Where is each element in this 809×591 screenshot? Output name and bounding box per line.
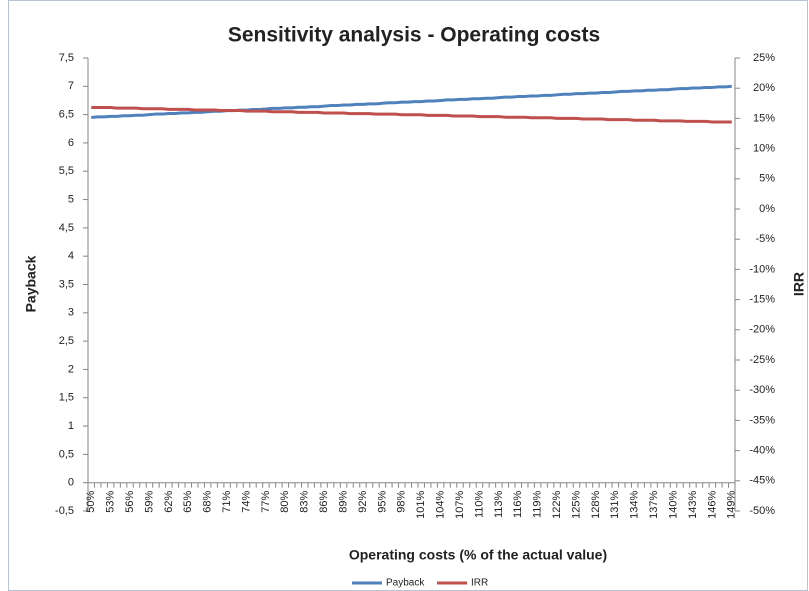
y-tick-label: 0,5 [59,448,74,460]
y2-tick-label: 20% [753,82,775,94]
x-tick-label: 143% [687,490,699,518]
x-tick-label: 74% [240,490,252,512]
x-tick-label: 107% [454,490,466,518]
y-tick-label: 7,5 [59,52,74,64]
x-tick-label: 83% [299,490,311,512]
series-line [91,106,732,124]
series-line [91,84,732,119]
y2-tick-label: -45% [749,475,775,487]
x-tick-label: 146% [706,490,718,518]
x-tick-label: 77% [260,490,272,512]
x-tick-label: 86% [318,490,330,512]
x-tick-label: 50% [85,490,97,512]
y-tick-label: 2 [68,363,74,375]
y2-tick-label: -15% [749,294,775,306]
x-tick-label: 98% [396,490,408,512]
chart-title: Sensitivity analysis - Operating costs [228,24,600,47]
x-tick-label: 140% [667,490,679,518]
y2-axis-title: IRR [791,272,807,296]
y-tick-label: 4,5 [59,222,74,234]
y2-tick-label: -25% [749,354,775,366]
x-tick-label: 122% [551,490,563,518]
y2-tick-label: 15% [753,112,775,124]
x-tick-label: 128% [590,490,602,518]
y2-tick-label: -10% [749,263,775,275]
y2-tick-label: 25% [753,52,775,64]
x-tick-label: 149% [726,490,738,518]
y2-tick-label: -40% [749,445,775,457]
y2-tick-label: 5% [759,173,775,185]
y2-tick-label: -20% [749,324,775,336]
legend-label: IRR [471,578,488,589]
x-tick-label: 71% [221,490,233,512]
x-axis-title: Operating costs (% of the actual value) [349,547,607,563]
x-tick-label: 80% [279,490,291,512]
y-tick-label: 4 [68,250,74,262]
y-tick-label: -0,5 [55,505,74,517]
y-tick-label: 2,5 [59,335,74,347]
x-tick-label: 125% [570,490,582,518]
y-axis-title: Payback [23,255,39,312]
y2-tick-label: -5% [755,233,775,245]
x-tick-label: 134% [629,490,641,518]
y2-tick-label: 10% [753,143,775,155]
x-tick-label: 116% [512,490,524,518]
y2-tick-label: -50% [749,505,775,517]
x-tick-label: 65% [182,490,194,512]
x-tick-label: 119% [532,490,544,518]
y-tick-label: 1,5 [59,392,74,404]
x-tick-label: 137% [648,490,660,518]
x-tick-label: 101% [415,490,427,518]
x-tick-label: 56% [124,490,136,512]
x-tick-label: 95% [376,490,388,512]
x-tick-label: 131% [609,490,621,518]
x-tick-label: 62% [163,490,175,512]
y-tick-label: 1 [68,420,74,432]
y-tick-label: 0 [68,477,74,489]
x-tick-label: 68% [202,490,214,512]
x-tick-label: 89% [337,490,349,512]
x-tick-label: 113% [493,490,505,518]
x-tick-label: 53% [105,490,117,512]
y-tick-label: 5,5 [59,165,74,177]
y2-tick-label: -35% [749,414,775,426]
legend-label: Payback [386,578,425,589]
x-tick-label: 110% [473,490,485,518]
x-tick-label: 104% [435,490,447,518]
y2-tick-label: -30% [749,384,775,396]
y-tick-label: 3,5 [59,278,74,290]
y2-tick-label: 0% [759,203,775,215]
x-tick-label: 92% [357,490,369,512]
y-tick-label: 5 [68,193,74,205]
y-tick-label: 7 [68,80,74,92]
y-tick-label: 6 [68,137,74,149]
y-tick-label: 6,5 [59,109,74,121]
y-tick-label: 3 [68,307,74,319]
x-tick-label: 59% [143,490,155,512]
chart-frame [8,0,808,591]
